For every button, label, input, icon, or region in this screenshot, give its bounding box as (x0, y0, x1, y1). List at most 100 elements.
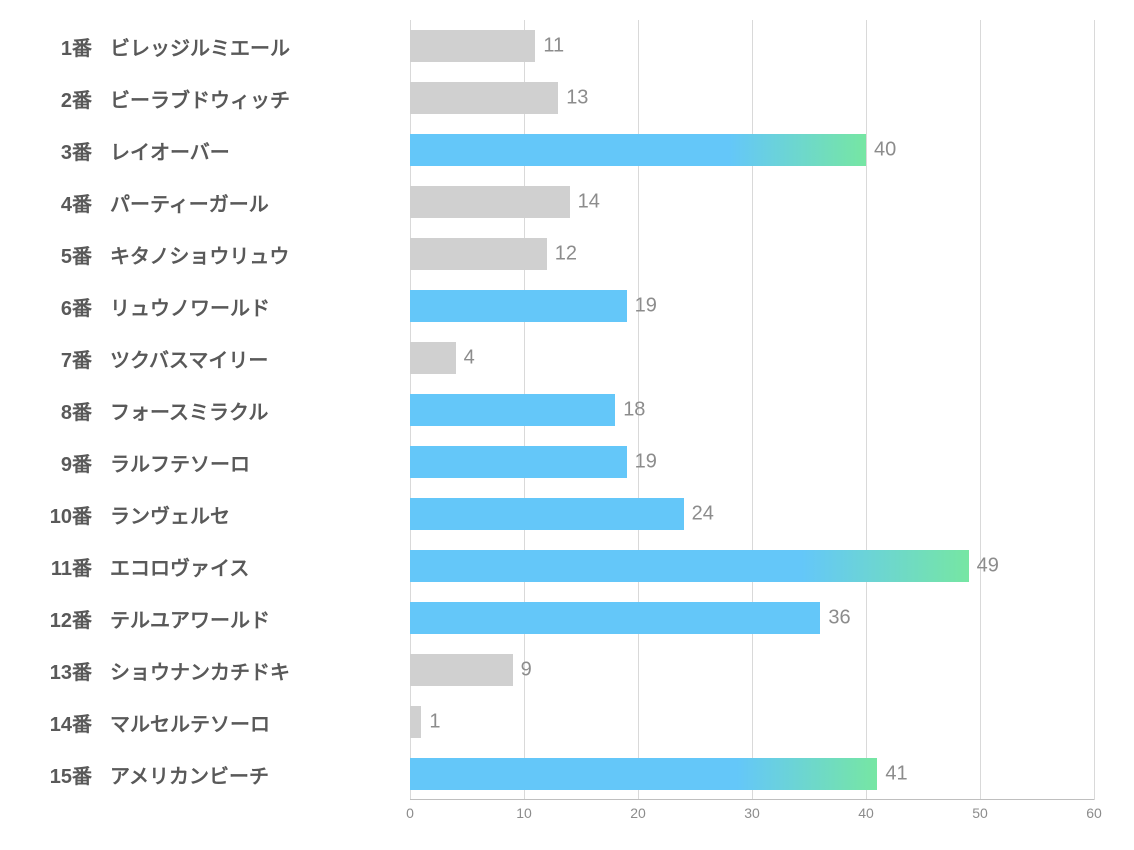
row-label: 13番ショウナンカチドキ (40, 656, 410, 685)
chart-row: 11番エコロヴァイス 49 (40, 540, 1094, 592)
row-name: ビーラブドウィッチ (110, 84, 290, 113)
row-name: フォースミラクル (110, 396, 268, 425)
row-name: レイオーバー (110, 136, 230, 165)
x-tick: 30 (744, 805, 760, 821)
value-label: 12 (555, 243, 577, 266)
row-number: 9番 (40, 448, 110, 477)
x-axis-line (410, 799, 1094, 800)
bar-cell: 9 (410, 644, 1094, 696)
row-label: 3番レイオーバー (40, 136, 410, 165)
row-number: 11番 (40, 552, 110, 581)
chart-row: 15番アメリカンビーチ41 (40, 748, 1094, 800)
row-name: テルユアワールド (110, 604, 270, 633)
row-number: 12番 (40, 604, 110, 633)
bar: 4 (410, 342, 456, 374)
x-axis: 0102030405060 (410, 805, 1094, 825)
value-label: 18 (623, 399, 645, 422)
chart-row: 7番ツクバスマイリー4 (40, 332, 1094, 384)
bar: 9 (410, 654, 513, 686)
x-tick: 10 (516, 805, 532, 821)
row-name: ランヴェルセ (110, 500, 230, 529)
row-label: 15番アメリカンビーチ (40, 760, 410, 789)
bar-cell: 36 (410, 592, 1094, 644)
row-name: ツクバスマイリー (110, 344, 268, 373)
row-number: 15番 (40, 760, 110, 789)
bar: 11 (410, 30, 535, 62)
row-number: 13番 (40, 656, 110, 685)
bar: 12 (410, 238, 547, 270)
row-label: 6番リュウノワールド (40, 292, 410, 321)
row-label: 5番キタノショウリュウ (40, 240, 410, 269)
bar: 14 (410, 186, 570, 218)
row-label: 12番テルユアワールド (40, 604, 410, 633)
horse-chart: 1番ビレッジルミエール112番ビーラブドウィッチ133番レイオーバー404番パー… (0, 0, 1134, 850)
bar-cell: 14 (410, 176, 1094, 228)
bar: 1 (410, 706, 421, 738)
bar-cell: 19 (410, 280, 1094, 332)
row-label: 9番ラルフテソーロ (40, 448, 410, 477)
value-label: 19 (635, 295, 657, 318)
bar-cell: 4 (410, 332, 1094, 384)
bar: 18 (410, 394, 615, 426)
row-name: エコロヴァイス (110, 552, 249, 581)
row-label: 2番ビーラブドウィッチ (40, 84, 410, 113)
bar-cell: 18 (410, 384, 1094, 436)
row-name: キタノショウリュウ (110, 240, 289, 269)
value-label: 41 (885, 763, 907, 786)
row-name: ビレッジルミエール (110, 32, 290, 61)
row-number: 2番 (40, 84, 110, 113)
value-label: 13 (566, 87, 588, 110)
bar-cell: 12 (410, 228, 1094, 280)
row-label: 14番マルセルテソーロ (40, 708, 410, 737)
row-name: アメリカンビーチ (110, 760, 269, 789)
bar-cell: 40 (410, 124, 1094, 176)
value-label: 24 (692, 503, 714, 526)
bar: 41 (410, 758, 877, 790)
chart-row: 6番リュウノワールド19 (40, 280, 1094, 332)
bar: 24 (410, 498, 684, 530)
bar-cell: 41 (410, 748, 1094, 800)
chart-row: 9番ラルフテソーロ19 (40, 436, 1094, 488)
bar: 36 (410, 602, 820, 634)
chart-row: 13番ショウナンカチドキ9 (40, 644, 1094, 696)
bar-cell: 49 (410, 540, 1094, 592)
chart-row: 2番ビーラブドウィッチ 13 (40, 72, 1094, 124)
value-label: 36 (828, 607, 850, 630)
bar-cell: 11 (410, 20, 1094, 72)
row-number: 4番 (40, 188, 110, 217)
chart-row: 14番マルセルテソーロ1 (40, 696, 1094, 748)
value-label: 9 (521, 659, 532, 682)
bar: 49 (410, 550, 969, 582)
row-label: 10番ランヴェルセ (40, 500, 410, 529)
row-number: 10番 (40, 500, 110, 529)
row-number: 5番 (40, 240, 110, 269)
row-number: 6番 (40, 292, 110, 321)
chart-row: 10番ランヴェルセ24 (40, 488, 1094, 540)
x-tick: 0 (406, 805, 414, 821)
row-label: 1番ビレッジルミエール (40, 32, 410, 61)
bar: 19 (410, 290, 627, 322)
row-name: リュウノワールド (110, 292, 270, 321)
bar-cell: 24 (410, 488, 1094, 540)
value-label: 14 (578, 191, 600, 214)
bar-cell: 1 (410, 696, 1094, 748)
row-number: 3番 (40, 136, 110, 165)
chart-rows: 1番ビレッジルミエール112番ビーラブドウィッチ133番レイオーバー404番パー… (40, 20, 1094, 800)
value-label: 1 (429, 711, 440, 734)
row-label: 4番パーティーガール (40, 188, 410, 217)
chart-row: 3番レイオーバー40 (40, 124, 1094, 176)
chart-row: 12番テルユアワールド36 (40, 592, 1094, 644)
bar-cell: 13 (410, 72, 1094, 124)
value-label: 49 (977, 555, 999, 578)
row-number: 14番 (40, 708, 110, 737)
row-number: 8番 (40, 396, 110, 425)
bar: 40 (410, 134, 866, 166)
value-label: 19 (635, 451, 657, 474)
bar: 19 (410, 446, 627, 478)
x-tick: 20 (630, 805, 646, 821)
chart-row: 8番フォースミラクル18 (40, 384, 1094, 436)
row-number: 7番 (40, 344, 110, 373)
row-label: 8番フォースミラクル (40, 396, 410, 425)
row-label: 7番ツクバスマイリー (40, 344, 410, 373)
row-name: ラルフテソーロ (110, 448, 250, 477)
